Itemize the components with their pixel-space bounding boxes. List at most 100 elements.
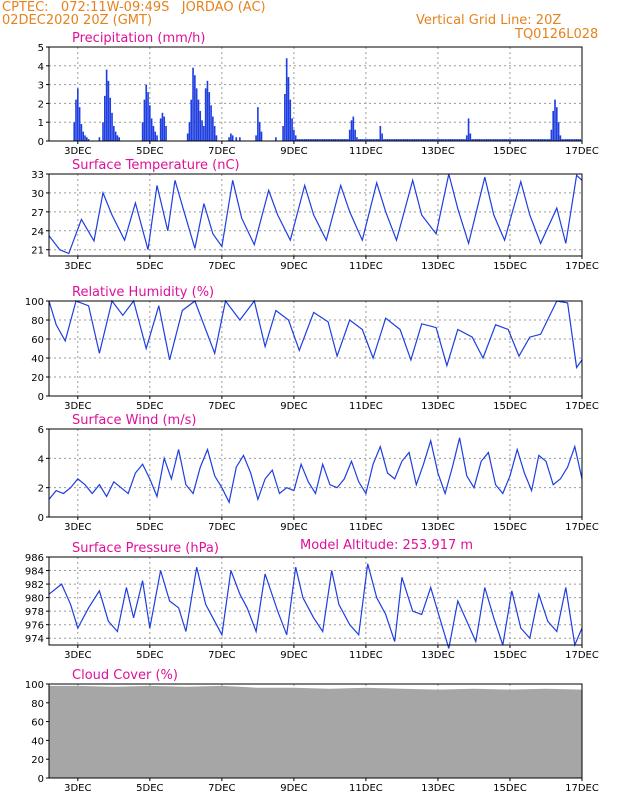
precip-bar <box>302 139 304 141</box>
precip-bar <box>350 120 353 141</box>
precip-bar <box>192 67 194 141</box>
precip-bar <box>339 139 342 141</box>
precip-bar <box>194 75 196 141</box>
precip-bar <box>401 139 403 141</box>
precip-bar <box>213 125 216 141</box>
y-tick-label: 80 <box>31 316 44 327</box>
x-tick-label: 11DEC <box>349 650 383 661</box>
precip-bar <box>154 131 157 141</box>
precip-bar <box>359 139 362 141</box>
x-tick-label: 15DEC <box>493 783 527 794</box>
precip-bar <box>161 112 164 141</box>
precip-bar <box>485 139 488 141</box>
precip-bar <box>84 135 86 141</box>
precip-bar <box>381 133 383 141</box>
precip-bar <box>487 139 490 141</box>
y-tick-label: 20 <box>31 755 44 766</box>
x-tick-label: 7DEC <box>208 261 235 272</box>
precip-bar <box>534 139 536 141</box>
series-line <box>48 563 583 649</box>
precip-bar <box>408 139 410 141</box>
precip-bar <box>514 139 517 141</box>
y-tick-label: 982 <box>25 580 44 591</box>
precip-bar <box>395 139 398 141</box>
precip-bar <box>341 139 344 141</box>
precip-bar <box>363 139 365 141</box>
precip-bar <box>446 139 448 141</box>
precip-bar <box>557 122 560 141</box>
precip-bar <box>116 135 119 141</box>
header-model-code: TQ0126L028 <box>515 27 599 42</box>
precip-bar <box>323 139 326 141</box>
precip-bar <box>420 139 423 141</box>
precip-bar <box>386 139 389 141</box>
precip-bar <box>453 139 455 141</box>
precip-bar <box>437 139 439 141</box>
x-tick-label: 7DEC <box>208 650 235 661</box>
precip-bar <box>356 137 358 141</box>
precip-bar <box>314 139 317 141</box>
precip-bar <box>343 139 346 141</box>
model-altitude: Model Altitude: 253.917 m <box>300 538 474 553</box>
precip-bar <box>150 118 153 141</box>
precip-bar <box>456 139 459 141</box>
precip-bar <box>215 135 218 141</box>
y-tick-label: 40 <box>31 354 44 365</box>
y-tick-label: 3 <box>38 81 44 92</box>
precip-bar <box>471 139 473 141</box>
precip-bar <box>388 139 391 141</box>
precip-bar <box>555 107 558 141</box>
panel-title: Precipitation (mm/h) <box>72 31 205 46</box>
precip-bar <box>510 139 513 141</box>
precip-bar <box>303 139 306 141</box>
precip-bar <box>197 99 200 141</box>
precip-bar <box>287 77 290 141</box>
precip-bar <box>87 139 90 141</box>
precip-bar <box>354 129 356 141</box>
precip-bar <box>541 139 544 141</box>
x-tick-label: 9DEC <box>280 261 307 272</box>
precip-bar <box>309 139 311 141</box>
precip-bar <box>492 139 495 141</box>
y-tick-label: 60 <box>31 718 44 729</box>
precip-bar <box>195 88 198 141</box>
precip-bar <box>573 139 576 141</box>
plot-frame <box>48 46 583 142</box>
precip-bar <box>332 139 335 141</box>
precip-bar <box>75 99 77 141</box>
precip-bar <box>361 139 364 141</box>
precip-bar <box>239 137 241 141</box>
precip-bar <box>489 139 491 141</box>
precip-bar <box>415 139 418 141</box>
x-tick-label: 13DEC <box>421 401 455 412</box>
precip-bar <box>411 139 414 141</box>
precip-bar <box>163 116 166 141</box>
precip-bar <box>293 129 295 141</box>
precip-bar <box>201 120 203 141</box>
header-station: CPTEC: 072:11W-09:49S JORDAO (AC) <box>2 0 266 15</box>
precip-bar <box>399 139 401 141</box>
precip-bar <box>107 80 110 141</box>
precip-bar <box>316 139 319 141</box>
precip-bar <box>413 139 416 141</box>
precip-bar <box>422 139 425 141</box>
precip-bar <box>347 139 349 141</box>
x-tick-label: 9DEC <box>280 146 307 157</box>
precip-bar <box>330 139 333 141</box>
x-tick-label: 13DEC <box>421 146 455 157</box>
precip-bar <box>329 139 331 141</box>
precip-bar <box>458 139 461 141</box>
x-tick-label: 17DEC <box>565 783 599 794</box>
precip-bar <box>552 110 554 141</box>
precip-bar <box>564 139 567 141</box>
y-tick-label: 980 <box>25 594 44 605</box>
y-tick-label: 60 <box>31 335 44 346</box>
precip-bar <box>318 139 320 141</box>
precip-bar <box>519 139 522 141</box>
precip-bar <box>431 139 434 141</box>
x-tick-label: 5DEC <box>136 650 163 661</box>
precip-bar <box>377 139 380 141</box>
precip-bar <box>336 139 338 141</box>
precip-bar <box>379 125 382 141</box>
